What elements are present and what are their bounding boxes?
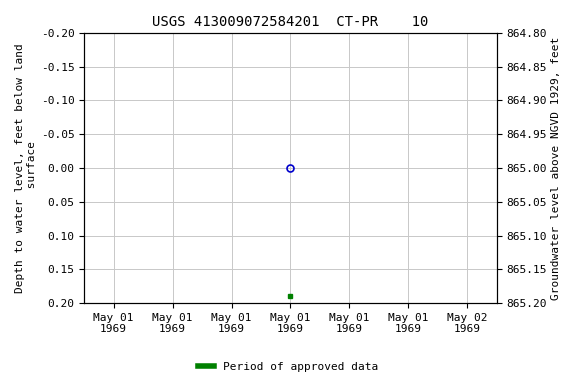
Legend: Period of approved data: Period of approved data (193, 358, 383, 377)
Y-axis label: Depth to water level, feet below land
 surface: Depth to water level, feet below land su… (15, 43, 37, 293)
Title: USGS 413009072584201  CT-PR    10: USGS 413009072584201 CT-PR 10 (152, 15, 429, 29)
Y-axis label: Groundwater level above NGVD 1929, feet: Groundwater level above NGVD 1929, feet (551, 36, 561, 300)
